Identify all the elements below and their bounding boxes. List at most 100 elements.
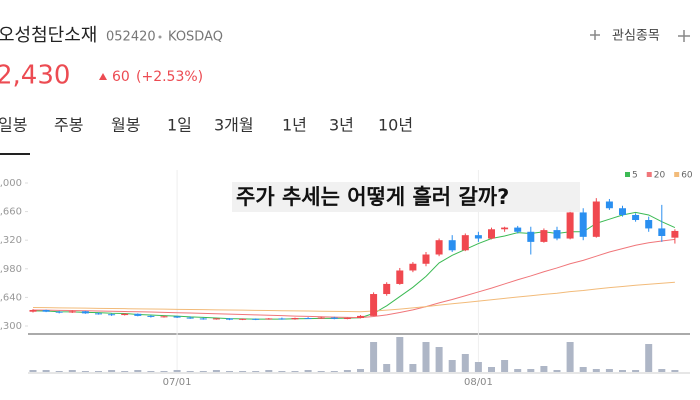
volume-bar: [291, 371, 299, 372]
volume-bar: [671, 370, 679, 372]
candle-body: [160, 316, 168, 318]
candle-body: [343, 318, 351, 320]
candle-body: [239, 318, 247, 320]
volume-bar: [278, 371, 286, 372]
volume-bar: [121, 371, 129, 372]
tab[interactable]: 10년: [378, 116, 413, 135]
candle-body: [68, 311, 76, 313]
candle-body: [645, 220, 653, 229]
tab[interactable]: 1년: [282, 116, 307, 135]
candle-body: [95, 313, 102, 315]
volume-bar: [29, 370, 37, 372]
y-tick-label: 2,660: [0, 207, 22, 218]
ma-line: [32, 238, 675, 319]
stock-code: 052420: [106, 30, 156, 45]
candle-body: [553, 230, 561, 239]
candle-body: [212, 318, 220, 320]
volume-bar: [330, 371, 338, 372]
legend-label: 60: [681, 171, 693, 181]
candle-body: [383, 283, 391, 295]
volume-bar: [357, 369, 364, 372]
candle-body: [619, 208, 626, 215]
volume-bar: [186, 371, 194, 372]
volume-bar: [592, 369, 600, 372]
volume-bar: [304, 370, 312, 372]
candle-body: [671, 230, 679, 238]
candle-body: [304, 318, 312, 320]
candle-body: [55, 311, 63, 313]
volume-bar: [605, 369, 613, 372]
volume-bar: [422, 342, 430, 372]
tab[interactable]: 일봉: [0, 116, 27, 135]
volume-bar: [553, 370, 561, 372]
volume-bar: [68, 370, 76, 372]
legend-swatch: [625, 172, 630, 177]
candle-body: [632, 214, 640, 221]
plus-icon[interactable]: [678, 30, 690, 42]
volume-bar: [226, 371, 233, 372]
change: 60: [112, 69, 130, 85]
candle-body: [278, 318, 286, 320]
candle-body: [488, 229, 495, 239]
volume-bar: [619, 370, 626, 372]
ma-line: [32, 211, 676, 320]
volume-bar: [173, 370, 181, 372]
candle-body: [317, 317, 325, 319]
watch-button[interactable]: 관심종목: [590, 29, 660, 44]
candle-body: [461, 235, 469, 251]
legend-label: 20: [654, 171, 666, 181]
candle-body: [370, 294, 378, 316]
y-tick-label: 3,000: [0, 178, 22, 189]
candle-body: [605, 201, 613, 209]
volume-bar: [147, 371, 155, 372]
tab[interactable]: 1일: [167, 116, 192, 135]
tab[interactable]: 3개월: [214, 116, 254, 135]
candle-body: [108, 314, 116, 316]
volume-bar: [579, 367, 587, 372]
tab[interactable]: 주봉: [54, 116, 83, 135]
volume-bar: [81, 371, 89, 372]
candle-body: [226, 318, 233, 320]
candle-body: [357, 315, 364, 319]
candle-body: [134, 313, 142, 316]
candle-body: [199, 318, 207, 320]
volume-bar: [370, 342, 378, 372]
chart: 3,000 2,660 2,320 1,980 1,640 1,300 07/01 08/01…: [0, 170, 693, 388]
candle-body: [330, 317, 338, 319]
candle-body: [435, 240, 443, 255]
volume-bar: [409, 364, 417, 372]
market: KOSDAQ: [168, 30, 223, 45]
volume-bar: [42, 370, 50, 372]
y-tick-label: 1,300: [0, 321, 22, 332]
watch-label[interactable]: 관심종목: [612, 29, 660, 44]
candle-body: [448, 240, 456, 251]
volume-bar: [95, 371, 102, 372]
candle-body: [422, 254, 430, 264]
y-tick-label: 1,980: [0, 264, 22, 275]
volume-bar: [265, 370, 273, 372]
tab[interactable]: 월봉: [111, 116, 140, 135]
volume-bar: [383, 364, 391, 372]
volume-bar: [317, 371, 325, 372]
candle-body: [291, 318, 299, 320]
tab[interactable]: 3년: [329, 116, 354, 135]
candle-body: [42, 310, 50, 312]
volume-bar: [212, 370, 220, 372]
volume-bar: [632, 370, 640, 372]
x-tick-label: 07/01: [163, 377, 192, 388]
price: 2,430: [0, 61, 70, 91]
candle-body: [147, 315, 155, 317]
candle-body: [81, 311, 89, 314]
volume-bar: [540, 366, 548, 372]
candle-body: [121, 313, 129, 316]
y-tick-label: 1,640: [0, 292, 22, 303]
volume-bar: [435, 347, 443, 372]
candle-body: [592, 201, 600, 237]
candle-body: [658, 228, 666, 236]
volume-bar: [514, 369, 522, 372]
volume-bar: [448, 360, 456, 372]
stock-name: 오성첨단소재: [0, 25, 97, 46]
candle-body: [265, 318, 273, 320]
